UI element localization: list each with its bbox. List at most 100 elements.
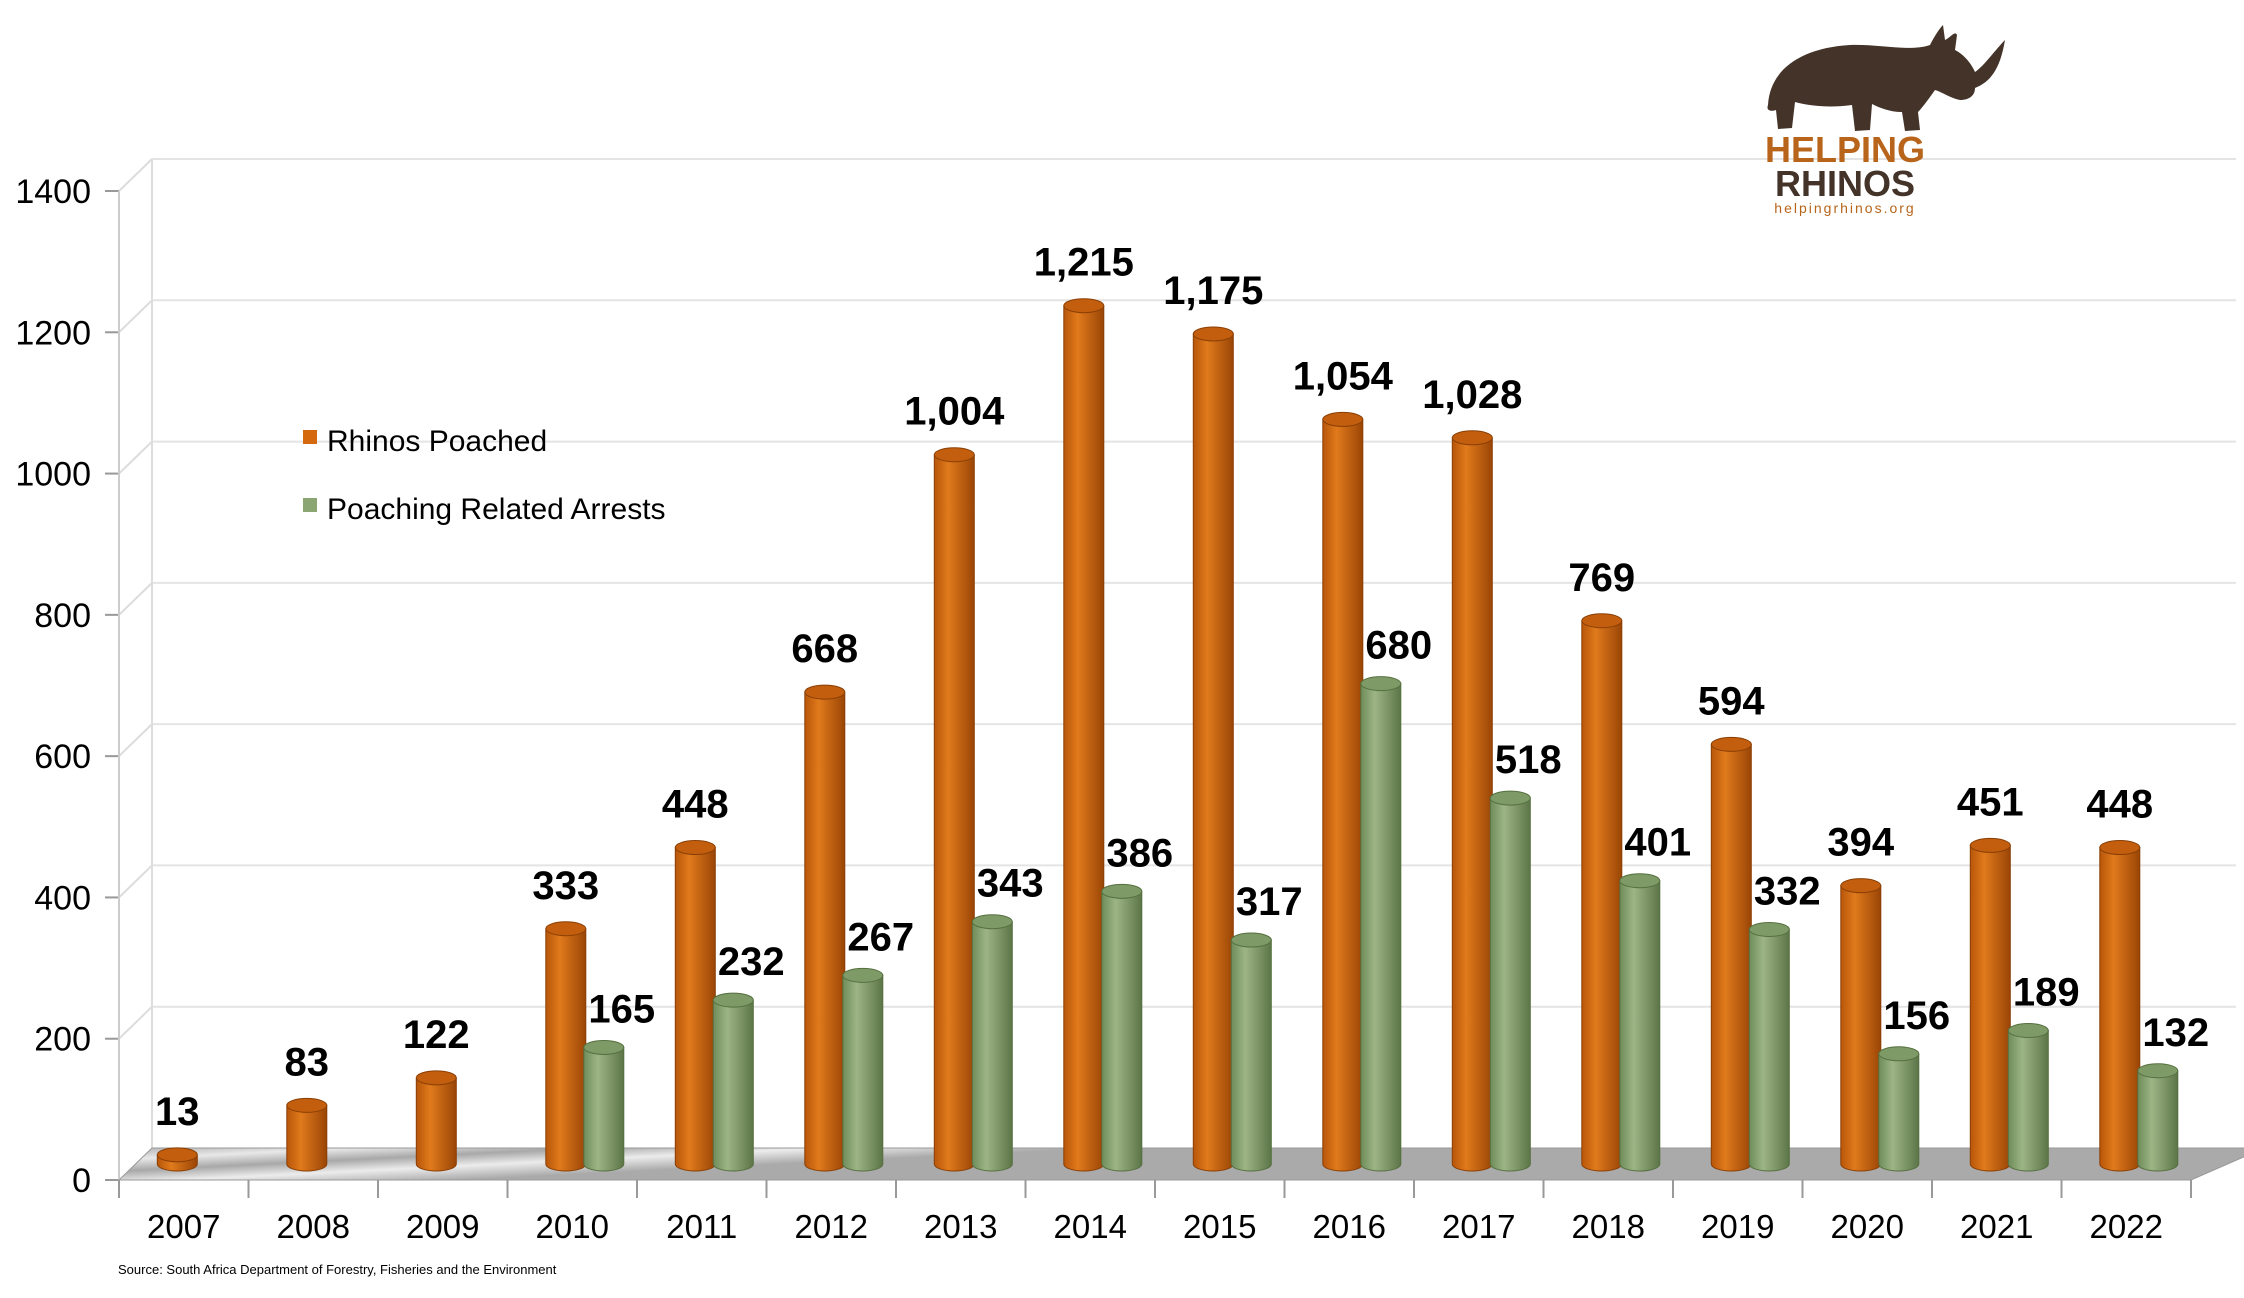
bar-arrests bbox=[1101, 883, 1143, 1172]
bar-body bbox=[933, 454, 975, 1172]
x-tick-label: 2012 bbox=[795, 1208, 868, 1245]
bar-top bbox=[933, 447, 975, 463]
bar-top bbox=[1451, 430, 1493, 446]
data-label-rhinos-poached: 83 bbox=[285, 1040, 330, 1084]
data-label-rhinos-poached: 1,175 bbox=[1163, 269, 1263, 313]
bar-body bbox=[674, 847, 716, 1172]
data-label-arrests: 132 bbox=[2142, 1011, 2209, 1055]
x-tick-label: 2017 bbox=[1442, 1208, 1515, 1245]
gridline-diag bbox=[118, 1005, 153, 1040]
data-label-rhinos-poached: 13 bbox=[155, 1090, 200, 1134]
bar-top bbox=[1748, 921, 1790, 937]
bar-body bbox=[1581, 620, 1623, 1172]
bar-rhinos-poached bbox=[804, 684, 846, 1172]
bar-top bbox=[1581, 613, 1623, 629]
bar-top bbox=[1322, 411, 1364, 427]
x-tick-label: 2013 bbox=[924, 1208, 997, 1245]
data-label-rhinos-poached: 448 bbox=[662, 783, 729, 827]
gridline-diag bbox=[118, 864, 153, 899]
data-label-rhinos-poached: 122 bbox=[403, 1013, 470, 1057]
data-label-arrests: 156 bbox=[1883, 994, 1950, 1038]
bar-arrests bbox=[1878, 1046, 1920, 1172]
bar-body bbox=[842, 974, 884, 1172]
bar-rhinos-poached bbox=[1840, 878, 1882, 1172]
bar-rhinos-poached bbox=[933, 447, 975, 1172]
y-tick-label: 800 bbox=[34, 597, 91, 635]
data-label-rhinos-poached: 1,054 bbox=[1293, 354, 1394, 398]
data-labels: 13 83 122 333 165 448 232 668 267 1,004 343 1,215 38… bbox=[155, 241, 2209, 1134]
data-label-rhinos-poached: 1,215 bbox=[1034, 241, 1134, 285]
x-tick-label: 2016 bbox=[1313, 1208, 1386, 1245]
bar-body bbox=[1451, 437, 1493, 1172]
data-label-arrests: 401 bbox=[1624, 821, 1691, 865]
bar-top bbox=[415, 1070, 457, 1086]
x-tick-label: 2019 bbox=[1701, 1208, 1774, 1245]
bar-rhinos-poached bbox=[1322, 411, 1364, 1172]
x-tick-label: 2008 bbox=[277, 1208, 350, 1245]
x-tick-label: 2021 bbox=[1960, 1208, 2033, 1245]
bar-body bbox=[1489, 797, 1531, 1172]
data-label-rhinos-poached: 448 bbox=[2086, 783, 2153, 827]
legend-swatch-arrests bbox=[303, 498, 317, 512]
bar-top bbox=[1840, 878, 1882, 894]
x-tick-label: 2007 bbox=[147, 1208, 220, 1245]
data-label-rhinos-poached: 394 bbox=[1827, 821, 1894, 865]
gridline-diag bbox=[118, 582, 153, 616]
bar-top bbox=[1360, 676, 1402, 692]
bar-rhinos-poached bbox=[1969, 837, 2011, 1172]
bar-body bbox=[1748, 928, 1790, 1172]
bar-body bbox=[415, 1077, 457, 1172]
bar-arrests bbox=[1360, 676, 1402, 1172]
y-tick-label: 400 bbox=[34, 879, 91, 917]
data-label-rhinos-poached: 333 bbox=[532, 864, 599, 908]
bar-body bbox=[1619, 880, 1661, 1172]
data-label-arrests: 165 bbox=[588, 987, 655, 1031]
bar-top bbox=[2099, 840, 2141, 856]
bar-top bbox=[545, 921, 587, 937]
bar-arrests bbox=[1489, 790, 1531, 1172]
bar-rhinos-poached bbox=[1451, 430, 1493, 1172]
data-label-arrests: 267 bbox=[847, 915, 914, 959]
bar-top bbox=[286, 1097, 328, 1113]
gridline-diag bbox=[118, 723, 153, 757]
x-tick-label: 2010 bbox=[536, 1208, 609, 1245]
x-tick-label: 2009 bbox=[406, 1208, 479, 1245]
rhino-icon bbox=[1767, 25, 2005, 131]
y-tick-label: 1200 bbox=[15, 314, 91, 352]
data-label-arrests: 386 bbox=[1106, 831, 1173, 875]
bar-arrests bbox=[2007, 1022, 2049, 1172]
y-tick-label: 1400 bbox=[15, 173, 91, 211]
bar-arrests bbox=[1230, 932, 1272, 1172]
logo-text-rhinos: RHINOS bbox=[1775, 163, 1915, 204]
bar-top bbox=[156, 1147, 198, 1163]
x-tick-label: 2011 bbox=[666, 1208, 737, 1245]
x-tick-label: 2015 bbox=[1183, 1208, 1256, 1245]
bar-top bbox=[1489, 790, 1531, 806]
bar-body bbox=[1840, 885, 1882, 1172]
bar-body bbox=[1360, 683, 1402, 1172]
bar-body bbox=[286, 1104, 328, 1172]
gridline-diag bbox=[118, 158, 153, 192]
bar-body bbox=[1063, 305, 1105, 1172]
bar-body bbox=[2137, 1070, 2179, 1172]
bars bbox=[156, 298, 2179, 1172]
bar-top bbox=[674, 840, 716, 856]
logo-text-helping: HELPING bbox=[1765, 129, 1925, 170]
x-tick-label: 2018 bbox=[1572, 1208, 1645, 1245]
bar-body bbox=[545, 928, 587, 1172]
bar-top bbox=[712, 992, 754, 1008]
y-tick-label: 0 bbox=[72, 1162, 91, 1200]
bar-rhinos-poached bbox=[1192, 326, 1234, 1172]
data-label-rhinos-poached: 451 bbox=[1957, 780, 2024, 824]
bar-body bbox=[1101, 890, 1143, 1172]
bar-top bbox=[2007, 1022, 2049, 1038]
gridline-diag bbox=[118, 440, 153, 475]
helping-rhinos-logo: HELPING RHINOS helpingrhinos.org bbox=[1765, 25, 2005, 216]
data-label-arrests: 232 bbox=[718, 940, 785, 984]
bar-top bbox=[1710, 736, 1752, 752]
x-tick-label: 2014 bbox=[1054, 1208, 1127, 1245]
bar-rhinos-poached bbox=[1710, 736, 1752, 1172]
bar-arrests bbox=[971, 914, 1013, 1172]
bar-top bbox=[1101, 883, 1143, 899]
bar-body bbox=[1230, 939, 1272, 1172]
